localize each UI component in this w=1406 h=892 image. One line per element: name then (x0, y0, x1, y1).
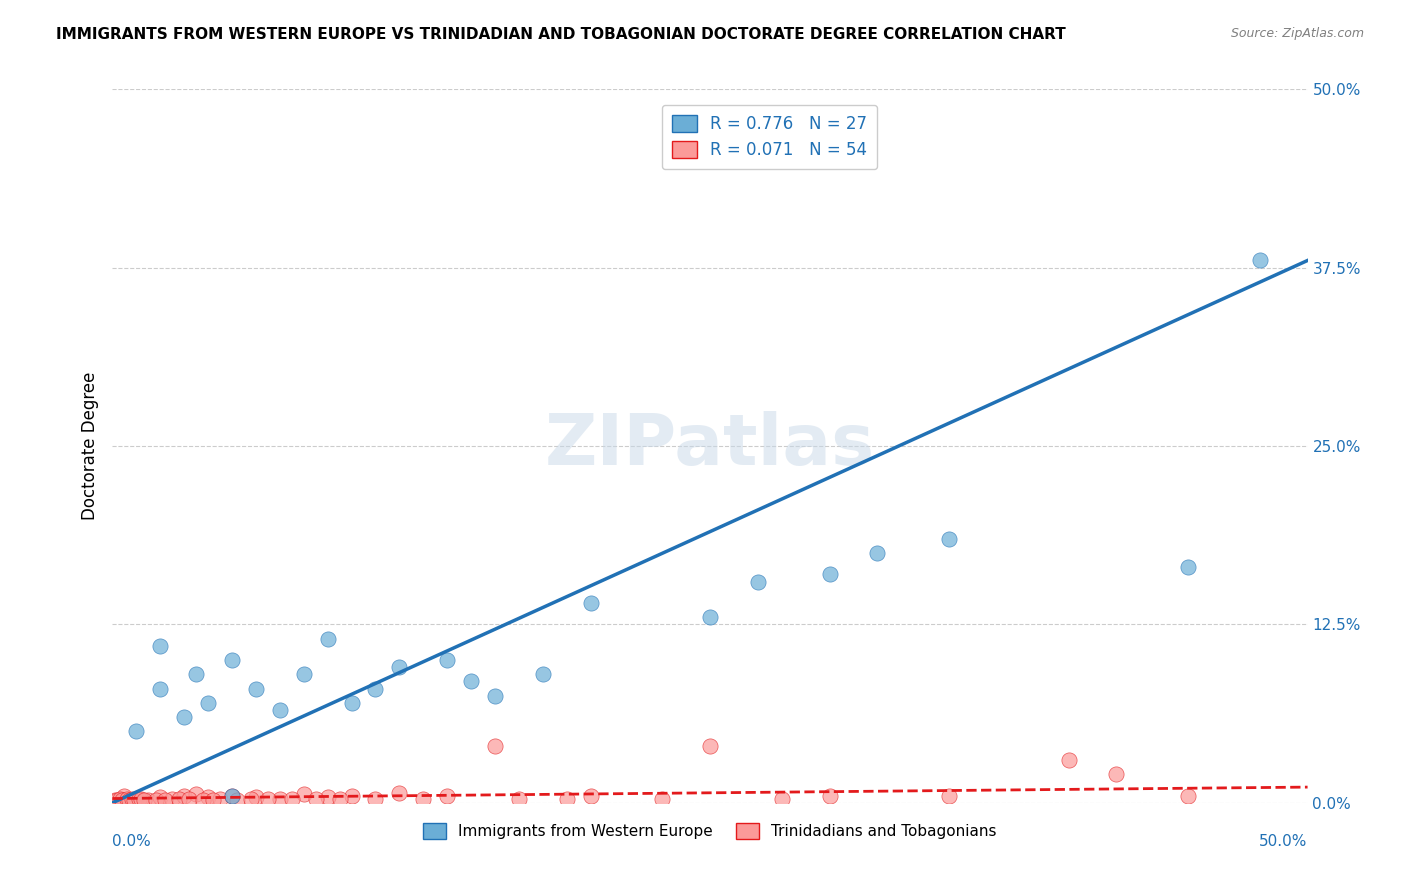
Point (201, 793, 224, 807)
Point (269, 791, 291, 805)
Point (221, 653, 243, 667)
Point (114, 789, 135, 803)
Point (938, 789, 960, 803)
Point (818, 789, 841, 803)
Point (121, 791, 143, 805)
Point (138, 793, 160, 807)
Text: 0.0%: 0.0% (112, 834, 152, 849)
Point (173, 710, 195, 724)
Text: IMMIGRANTS FROM WESTERN EUROPE VS TRINIDADIAN AND TOBAGONIAN DOCTORATE DEGREE CO: IMMIGRANTS FROM WESTERN EUROPE VS TRINID… (56, 27, 1066, 42)
Point (316, 790, 339, 805)
Text: ZIPatlas: ZIPatlas (546, 411, 875, 481)
Point (531, 667, 554, 681)
Point (122, 793, 145, 807)
Point (938, 532, 960, 546)
Point (149, 790, 172, 805)
Point (125, 791, 148, 805)
Point (292, 787, 315, 801)
Point (818, 567, 841, 582)
Point (186, 787, 208, 801)
Text: Source: ZipAtlas.com: Source: ZipAtlas.com (1230, 27, 1364, 40)
Point (340, 696, 363, 710)
Point (484, 689, 506, 703)
Point (118, 793, 141, 807)
Point (115, 791, 138, 805)
Point (132, 793, 155, 807)
Point (579, 596, 602, 610)
Legend: Immigrants from Western Europe, Trinidadians and Tobagonians: Immigrants from Western Europe, Trinidad… (418, 817, 1002, 845)
Point (111, 793, 134, 807)
Point (221, 789, 243, 803)
Point (364, 681, 387, 696)
Point (484, 739, 506, 753)
Point (770, 791, 793, 805)
Point (173, 789, 195, 803)
Point (128, 791, 150, 805)
Point (245, 681, 267, 696)
Point (186, 667, 208, 681)
Point (292, 667, 315, 681)
Point (436, 789, 458, 803)
Point (169, 791, 191, 805)
Point (388, 660, 411, 674)
Point (245, 790, 267, 805)
Point (699, 610, 721, 624)
Point (340, 789, 363, 803)
Point (866, 546, 889, 560)
Point (460, 674, 482, 689)
Point (197, 790, 219, 805)
Point (108, 791, 131, 805)
Point (281, 791, 304, 805)
Point (364, 791, 387, 805)
Point (177, 791, 200, 805)
Y-axis label: Doctorate Degree: Doctorate Degree (80, 372, 98, 520)
Point (555, 791, 578, 805)
Point (508, 791, 530, 805)
Point (269, 703, 291, 717)
Point (316, 632, 339, 646)
Point (125, 724, 148, 739)
Point (1177, 560, 1199, 574)
Point (104, 793, 127, 807)
Point (747, 574, 769, 589)
Point (209, 791, 232, 805)
Point (579, 789, 602, 803)
Point (388, 786, 411, 800)
Point (197, 696, 219, 710)
Point (225, 793, 247, 807)
Point (305, 791, 328, 805)
Point (651, 791, 673, 805)
Point (436, 653, 458, 667)
Point (145, 793, 167, 807)
Point (329, 791, 352, 805)
Point (221, 789, 243, 803)
Text: 50.0%: 50.0% (1260, 834, 1308, 849)
Point (412, 791, 434, 805)
Point (153, 793, 176, 807)
Point (162, 791, 183, 805)
Point (1105, 767, 1128, 781)
Point (1057, 753, 1080, 767)
Point (1177, 789, 1199, 803)
Point (1249, 253, 1271, 268)
Point (105, 793, 128, 807)
Point (149, 681, 172, 696)
Point (193, 793, 215, 807)
Point (129, 791, 152, 805)
Point (699, 739, 721, 753)
Point (149, 639, 172, 653)
Point (257, 791, 280, 805)
Point (240, 791, 263, 805)
